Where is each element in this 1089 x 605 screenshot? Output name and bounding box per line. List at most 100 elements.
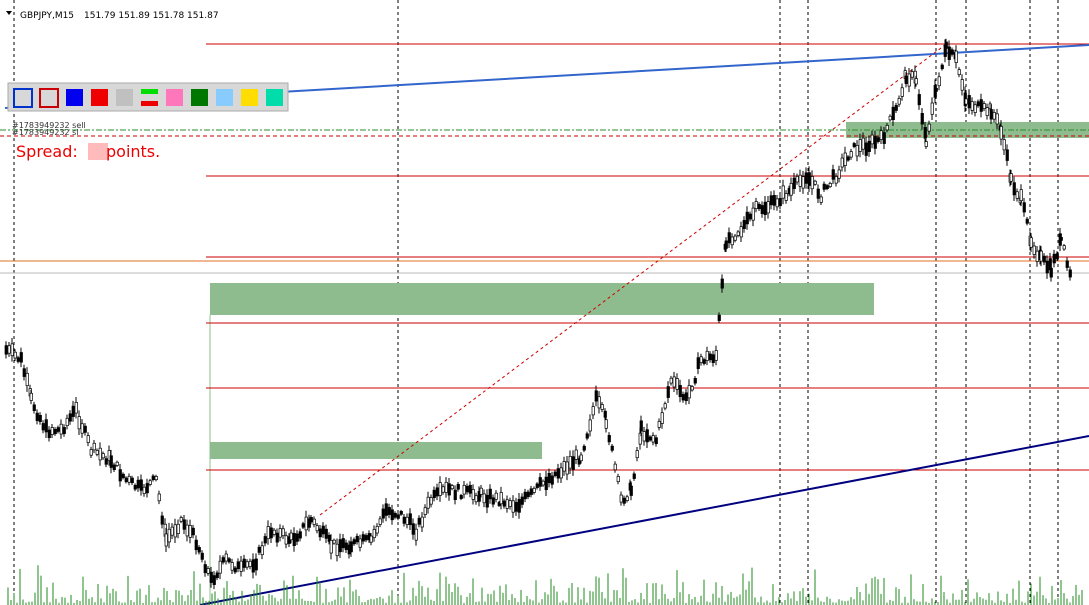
candle <box>298 531 302 539</box>
candle <box>364 535 368 541</box>
candle <box>151 475 155 481</box>
candle <box>923 127 927 139</box>
candle <box>690 386 694 391</box>
candle <box>696 357 700 369</box>
candle <box>453 489 457 501</box>
candle <box>810 176 814 190</box>
candle <box>221 557 225 563</box>
candle <box>1045 260 1049 274</box>
candle <box>607 435 611 443</box>
candle <box>1068 269 1072 278</box>
color-swatch[interactable] <box>241 89 258 106</box>
color-swatch[interactable] <box>66 89 83 106</box>
candle <box>344 542 348 551</box>
candle <box>541 480 545 486</box>
candle <box>629 485 633 496</box>
candle <box>22 368 26 377</box>
candle <box>538 477 542 487</box>
candle <box>447 483 451 496</box>
candle <box>59 423 63 435</box>
candle <box>429 497 433 505</box>
color-swatch[interactable] <box>116 89 133 106</box>
candle <box>266 526 270 540</box>
candle <box>335 543 339 557</box>
candle <box>511 500 515 513</box>
candle <box>708 353 712 361</box>
candle <box>482 493 486 504</box>
candle <box>224 553 228 562</box>
candle <box>118 469 122 482</box>
candle <box>499 492 503 505</box>
candle <box>80 423 84 434</box>
candle <box>648 436 652 441</box>
candle <box>867 140 871 152</box>
candle <box>179 517 183 522</box>
candle <box>188 525 192 538</box>
candle <box>852 143 856 147</box>
candle <box>263 536 267 544</box>
candle <box>849 151 853 158</box>
candle <box>491 497 495 505</box>
candle <box>77 416 81 430</box>
candle <box>438 482 442 496</box>
candle <box>553 471 557 477</box>
candle <box>669 377 673 384</box>
candle <box>1065 260 1069 268</box>
candle <box>361 534 365 542</box>
candle <box>934 87 938 92</box>
candle <box>318 528 322 538</box>
candle <box>907 73 911 87</box>
candle <box>535 483 539 488</box>
candle <box>488 488 492 500</box>
candle <box>571 456 575 470</box>
candle <box>459 495 463 499</box>
candle <box>778 198 782 207</box>
candle <box>233 567 237 573</box>
menu-arrow[interactable] <box>6 11 12 15</box>
candle <box>435 487 439 497</box>
candle <box>130 477 134 484</box>
candle <box>101 453 105 459</box>
candle <box>882 132 886 144</box>
candle <box>62 427 66 435</box>
levels <box>206 43 1089 471</box>
color-swatch[interactable] <box>191 89 208 106</box>
candle <box>532 488 536 493</box>
color-swatch[interactable] <box>141 101 158 106</box>
candle <box>74 402 78 414</box>
candle <box>124 477 128 483</box>
candle <box>508 500 512 507</box>
candle <box>804 172 808 184</box>
candle <box>1002 139 1006 151</box>
candle <box>157 493 161 502</box>
price-bars <box>4 38 1072 590</box>
candle <box>53 428 57 435</box>
order-label: #1783949232 sell <box>12 121 86 130</box>
candle <box>651 435 655 443</box>
candle <box>544 476 548 491</box>
candle <box>92 442 96 451</box>
color-swatch[interactable] <box>216 89 233 106</box>
color-swatch[interactable] <box>166 89 183 106</box>
candle <box>855 145 859 157</box>
candle <box>164 533 168 547</box>
candle <box>760 205 764 214</box>
candle <box>900 87 904 97</box>
candle <box>702 359 706 364</box>
candle <box>736 231 740 236</box>
candle <box>278 528 282 538</box>
color-swatch[interactable] <box>91 89 108 106</box>
candle <box>960 79 964 91</box>
candle <box>711 354 715 363</box>
tool-button[interactable] <box>13 88 33 108</box>
candle <box>751 207 755 221</box>
candle <box>462 485 466 495</box>
candle <box>574 449 578 460</box>
color-swatch[interactable] <box>266 89 283 106</box>
tool-button[interactable] <box>39 88 59 108</box>
color-swatch[interactable] <box>141 89 158 94</box>
candle <box>212 575 216 585</box>
candle <box>1022 202 1026 213</box>
candle <box>38 414 42 422</box>
